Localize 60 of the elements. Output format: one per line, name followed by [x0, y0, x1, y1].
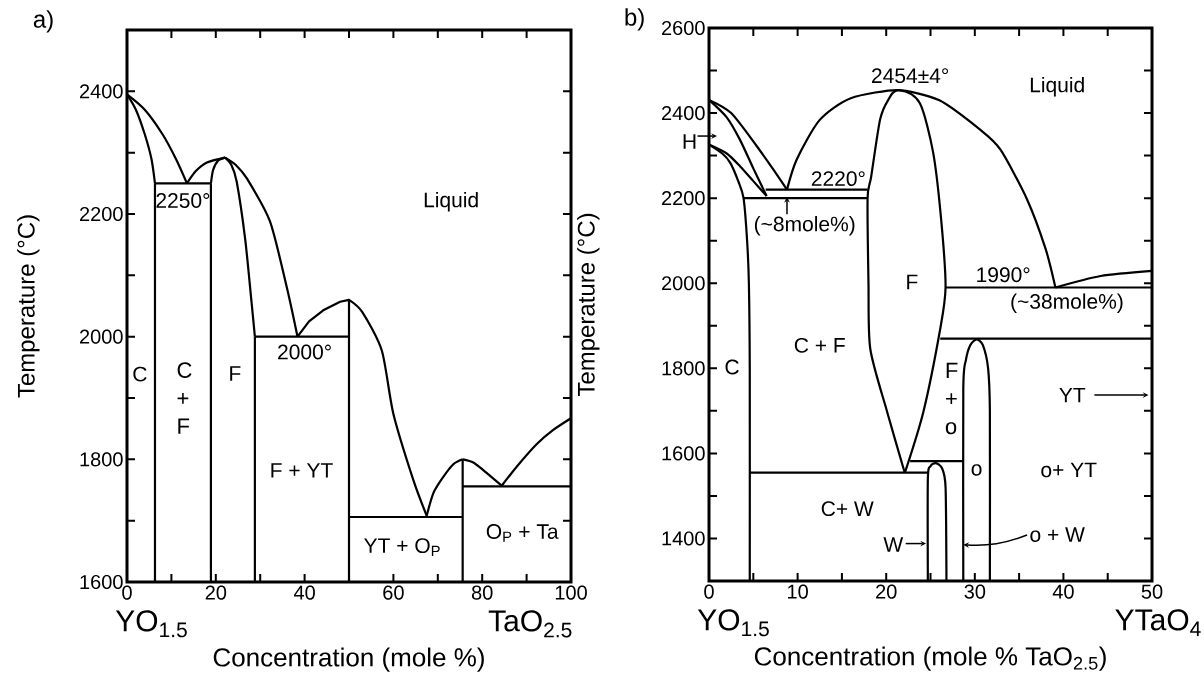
y-tick-label: 2200 — [79, 206, 123, 222]
annotation: (~38mole%) — [1011, 293, 1123, 314]
annotation: 2250° — [156, 193, 210, 208]
annotation: 2454±4° — [872, 68, 949, 84]
y-tick-label: 1800 — [80, 452, 123, 467]
text: TaO$_{2.5}$ — [488, 610, 572, 638]
annotation: YT — [1059, 387, 1086, 403]
annotation: 1990° — [977, 267, 1030, 283]
text: YO$_{1.5}$ — [697, 609, 769, 637]
annotation: Liquid — [424, 191, 478, 212]
annotation: Liquid — [1030, 76, 1084, 97]
x-tick-label: 0 — [122, 585, 132, 600]
annotation: F — [230, 366, 241, 381]
y-tick-label: 2400 — [79, 84, 123, 99]
text: YTaO$_{4}$ — [1115, 609, 1201, 637]
y-axis-title: Temperature (°C) — [17, 215, 40, 398]
x-tick-label: 10 — [788, 584, 808, 599]
y-tick-label: 2000 — [79, 329, 123, 344]
annotation: F + YT — [271, 463, 333, 478]
annotation: YT + O$_{P}$ — [364, 538, 440, 556]
y-tick-label: 2400 — [661, 106, 705, 121]
x-tick-label: 40 — [293, 585, 315, 600]
x-tick-label: 50 — [1141, 584, 1163, 599]
annotation: 2000° — [278, 344, 331, 360]
y-tick-label: 1400 — [662, 531, 705, 546]
y-tick-label: 1600 — [662, 446, 705, 461]
x-tick-label: 20 — [205, 585, 227, 600]
chart-title: a) — [33, 10, 53, 33]
annotation: (~8mole%) — [754, 216, 855, 236]
x-tick-label: 60 — [383, 585, 404, 600]
y-tick-label: 2600 — [661, 20, 705, 36]
y-axis-title: Temperature (°C) — [577, 213, 600, 397]
annotation: o — [971, 464, 982, 476]
annotation: O$_{P}$ + Ta — [486, 524, 559, 542]
annotation: C — [133, 366, 147, 382]
annotation: C — [725, 359, 739, 375]
y-tick-label: 2000 — [661, 276, 705, 291]
x-tick-label: 30 — [964, 584, 986, 599]
y-tick-label: 1800 — [662, 361, 705, 376]
text: H — [683, 134, 696, 149]
annotation: C + F — [177, 362, 192, 434]
y-tick-label: 1600 — [80, 574, 123, 590]
annotation: 2220° — [811, 171, 865, 187]
x-tick-label: 0 — [704, 584, 714, 599]
chart-title: b) — [625, 8, 644, 31]
x-axis-title: Concentration (mole % TaO$_{2.5}$) — [754, 646, 1106, 671]
x-tick-label: 40 — [1052, 584, 1074, 599]
y-tick-label: 2200 — [661, 191, 705, 206]
annotation: F — [907, 274, 918, 290]
x-axis-title: Concentration (mole %) — [213, 647, 484, 672]
annotation: o + W — [1030, 527, 1085, 542]
annotation: C + F — [794, 337, 845, 353]
annotation: W — [883, 537, 904, 552]
annotation: C+ W — [821, 501, 874, 517]
x-tick-label: 20 — [876, 584, 897, 599]
annotation: F + o — [945, 362, 958, 435]
x-tick-label: 100 — [555, 585, 587, 600]
text: YO$_{1.5}$ — [115, 610, 187, 638]
x-tick-label: 80 — [471, 585, 493, 600]
annotation: o+ YT — [1041, 462, 1097, 478]
